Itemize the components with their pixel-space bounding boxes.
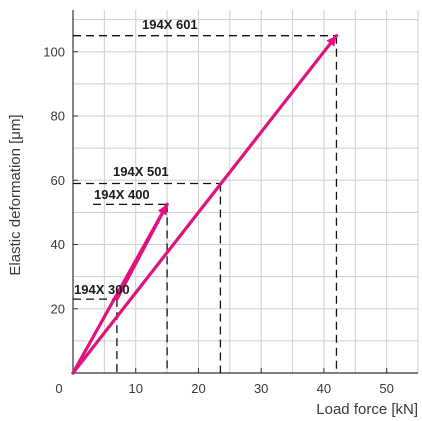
x-tick-label: 50 [379, 381, 393, 396]
x-tick-labels: 0 10 20 30 40 50 [55, 381, 393, 396]
x-tick-label: 30 [254, 381, 268, 396]
x-axis-title: Load force [kN] [316, 401, 418, 418]
series-label: 194X 300 [74, 282, 130, 297]
x-tick-label: 0 [55, 381, 62, 396]
series-label: 194X 601 [142, 17, 198, 32]
grid [73, 10, 419, 373]
y-tick-label: 60 [51, 173, 65, 188]
series-line [115, 202, 169, 301]
y-tick-label: 40 [51, 237, 65, 252]
y-tick-labels: 20 40 60 80 100 [43, 44, 65, 316]
y-axis-title: Elastic deformation [μm] [7, 114, 24, 275]
series-lines [71, 34, 339, 375]
axes [72, 10, 418, 374]
series-labels: 194X 601 194X 501 194X 400 194X 300 [74, 17, 198, 297]
x-tick-label: 20 [191, 381, 205, 396]
y-tick-label: 20 [51, 301, 65, 316]
series-arrowhead [326, 35, 337, 47]
series-label: 194X 400 [94, 187, 150, 202]
x-tick-label: 40 [317, 381, 331, 396]
series-label: 194X 501 [113, 164, 169, 179]
series-line [71, 34, 339, 375]
y-tick-label: 80 [51, 109, 65, 124]
series-arrowhead [157, 204, 168, 216]
reference-lines [73, 35, 338, 373]
x-tick-label: 10 [128, 381, 142, 396]
y-tick-label: 100 [43, 44, 65, 59]
